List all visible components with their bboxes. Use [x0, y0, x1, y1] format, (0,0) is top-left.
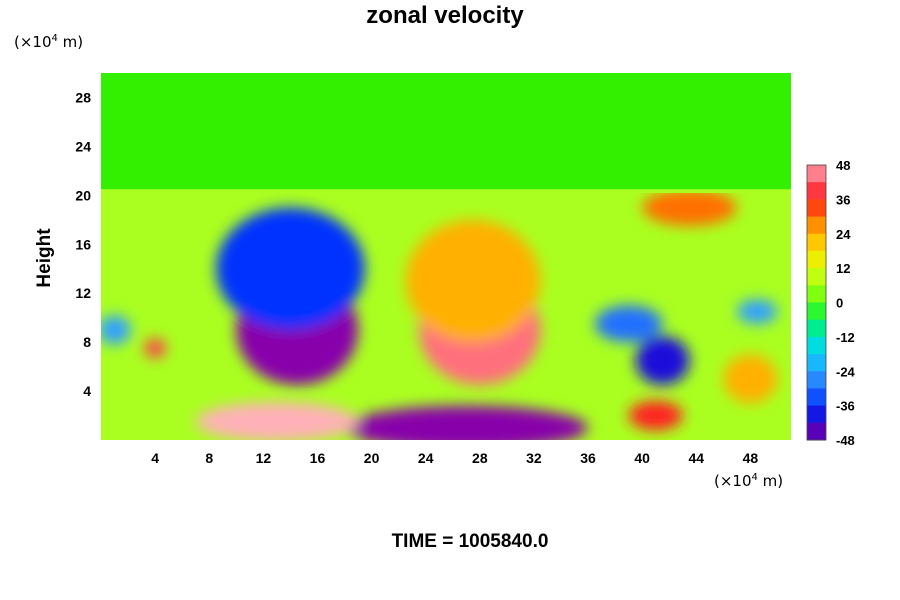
velocity-feature-8 — [642, 193, 737, 226]
x-tick-label: 40 — [634, 450, 650, 466]
x-tick-label: 8 — [205, 450, 213, 466]
colorbar-swatch — [807, 216, 826, 235]
y-axis-label: Height — [34, 228, 55, 288]
velocity-feature-7 — [594, 305, 663, 343]
x-axis-unit-label: (×104 m) — [714, 472, 784, 490]
colorbar-tick-label: 24 — [836, 227, 851, 242]
colorbar-swatch — [807, 422, 826, 441]
x-tick-label: 48 — [743, 450, 759, 466]
colorbar-tick-label: 48 — [836, 158, 850, 173]
y-tick-label: 24 — [75, 138, 91, 154]
colorbar-swatch — [807, 250, 826, 269]
colorbar-tick-label: -48 — [836, 433, 855, 448]
colorbar-swatch — [807, 233, 826, 252]
colorbar-swatch — [807, 319, 826, 338]
y-tick-label: 20 — [75, 187, 91, 203]
velocity-feature-5 — [195, 402, 359, 440]
y-tick-label: 4 — [83, 383, 91, 399]
time-label: TIME = 1005840.0 — [391, 531, 549, 552]
x-tick-label: 20 — [364, 450, 380, 466]
x-tick-label: 16 — [310, 450, 326, 466]
colorbar-swatch — [807, 371, 826, 389]
colorbar: 48 36 24 12 0 -12 -24 -36 -48 — [806, 158, 856, 448]
y-axis-unit-label: (×104 m) — [14, 33, 84, 51]
y-tick-label: 16 — [75, 236, 91, 252]
x-tick-label: 44 — [689, 450, 705, 466]
x-tick-label: 12 — [256, 450, 272, 466]
colorbar-swatch — [807, 302, 826, 321]
velocity-feature-1 — [216, 207, 365, 330]
colorbar-tick-label: 0 — [836, 296, 843, 311]
x-tick-label: 24 — [418, 450, 434, 466]
upper-uniform-region — [101, 73, 791, 190]
velocity-feature-13 — [736, 299, 778, 324]
velocity-feature-3 — [405, 219, 541, 343]
colorbar-swatch — [807, 388, 826, 407]
x-tick-label: 4 — [151, 450, 159, 466]
colorbar-tick-label: -36 — [836, 399, 855, 414]
colorbar-swatch — [807, 354, 826, 372]
chart-title: zonal velocity — [366, 2, 524, 29]
x-tick-label: 32 — [526, 450, 542, 466]
y-tick-label: 8 — [83, 334, 91, 350]
y-tick-label: 12 — [75, 285, 91, 301]
velocity-feature-11 — [723, 354, 778, 404]
colorbar-swatch — [807, 165, 826, 183]
colorbar-swatch — [807, 336, 826, 355]
colorbar-swatch — [807, 405, 826, 424]
y-tick-label: 28 — [75, 89, 91, 105]
colorbar-swatch — [807, 182, 826, 200]
colorbar-swatch — [807, 268, 826, 286]
velocity-feature-9 — [144, 338, 166, 359]
velocity-feature-10 — [628, 400, 683, 431]
colorbar-swatch — [807, 285, 826, 303]
x-tick-label: 36 — [580, 450, 596, 466]
colorbar-tick-label: -12 — [836, 330, 855, 345]
colorbar-tick-label: 36 — [836, 192, 850, 207]
x-tick-label: 28 — [472, 450, 488, 466]
colorbar-tick-label: 12 — [836, 261, 850, 276]
colorbar-frame — [806, 164, 827, 441]
velocity-feature-4 — [344, 405, 589, 440]
velocity-feature-12 — [101, 315, 131, 345]
colorbar-tick-label: -24 — [836, 364, 856, 379]
velocity-feature-6 — [635, 336, 690, 385]
colorbar-swatch — [807, 199, 826, 218]
